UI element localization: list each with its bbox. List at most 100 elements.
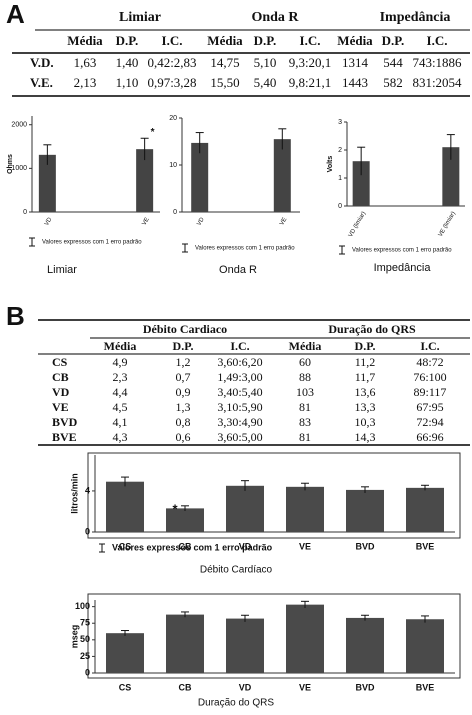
panel-label: B [6,301,25,331]
table-cell: 10,3 [355,415,376,429]
table-column-header: D.P. [355,339,376,353]
table-cell: 5,10 [254,55,277,70]
table-column-header: Média [104,339,137,353]
table-cell: 81 [299,400,311,414]
table-column-header: D.P. [173,339,194,353]
x-tick-label: VD [239,682,252,692]
table-row-label: BVD [52,415,78,429]
table-column-header: I.C. [230,339,249,353]
bar [226,485,264,532]
table-group-header: Onda R [251,10,299,25]
table-column-header: D.P. [116,33,139,48]
y-tick-label: 75 [80,618,90,628]
table-cell: 3,60:6,20 [217,355,262,369]
bar [286,486,324,532]
table-row-label: CS [52,355,68,369]
table-cell: 83 [299,415,311,429]
y-tick-label: 0 [85,667,90,677]
table-column-header: Média [67,33,103,48]
table-cell: 76:100 [413,370,446,384]
x-tick-label: VD [196,216,206,227]
y-tick-label: 0 [85,526,90,536]
y-tick-label: 4 [85,485,90,495]
table-cell: 1443 [342,75,368,90]
table-cell: 14,3 [355,430,376,444]
chart-caption: Débito Cardíaco [200,565,273,576]
table-cell: 3,60:5,00 [217,430,262,444]
table-cell: 1,10 [116,75,139,90]
table-group-header: Limiar [119,10,161,25]
bar [191,142,209,212]
chart-caption: Impedância [374,262,432,274]
bar [442,147,460,206]
x-tick-label: BVD [355,682,375,692]
y-axis-label: litros/min [69,473,79,514]
y-tick-label: 3 [338,119,342,126]
table-cell: 831:2054 [412,75,462,90]
x-tick-label: VE [299,682,311,692]
bar [106,481,144,532]
y-tick-label: 1 [338,175,342,182]
table-cell: 0,42:2,83 [147,55,196,70]
table-cell: 14,75 [210,55,239,70]
table-row-label: V.D. [30,55,54,70]
table-cell: 1314 [342,55,369,70]
bar [346,617,384,673]
y-tick-label: 100 [75,601,90,611]
x-tick-label: BVD [355,541,375,551]
table-cell: 5,40 [254,75,277,90]
table-cell: 1,3 [176,400,191,414]
table-cell: 4,1 [113,415,128,429]
y-tick-label: 50 [80,634,90,644]
bar [38,154,56,212]
table-column-header: D.P. [254,33,277,48]
table-cell: 1,2 [176,355,191,369]
table-cell: 3,10:5,90 [217,400,262,414]
table-cell: 1,40 [116,55,139,70]
legend-text: Valores expressos com 1 erro padrão [352,248,452,254]
table-row-label: CB [52,370,69,384]
table-cell: 72:94 [416,415,443,429]
table-column-header: I.C. [300,33,321,48]
chart-caption: Onda R [219,264,257,276]
table-cell: 66:96 [416,430,443,444]
table-cell: 67:95 [416,400,443,414]
table-row-label: BVE [52,430,77,444]
table-group-header: Duração do QRS [328,322,416,336]
table-column-header: I.C. [427,33,448,48]
chart-caption: Limiar [47,264,77,276]
table-cell: 1,63 [74,55,97,70]
y-tick-label: 0 [23,209,27,216]
bar [273,139,291,212]
table-cell: 2,3 [113,370,128,384]
legend-text: Valores expressos com 1 erro padrão [195,246,295,252]
table-cell: 9,3:20,1 [289,55,332,70]
y-axis-label: Ohms [7,154,14,174]
legend-icon [339,245,345,255]
y-tick-label: 20 [169,115,177,122]
table-cell: 15,50 [210,75,239,90]
table-cell: 60 [299,355,311,369]
legend-text: Valores expressos com 1 erro padrão [42,240,142,246]
x-tick-label: CB [179,682,192,692]
table-cell: 0,7 [176,370,191,384]
bar [286,604,324,673]
table-cell: 582 [383,75,403,90]
table-group-header: Impedância [380,10,451,25]
panel-label: A [6,0,25,29]
table-row-label: VD [52,385,70,399]
table-cell: 48:72 [416,355,443,369]
table-column-header: Média [207,33,243,48]
table-cell: 743:1886 [412,55,462,70]
table-row-label: V.E. [30,75,53,90]
table-cell: 13,3 [355,400,376,414]
y-tick-label: 25 [80,651,90,661]
table-column-header: Média [289,339,322,353]
table-column-header: I.C. [162,33,183,48]
table-cell: 103 [296,385,314,399]
bar [352,161,370,206]
bar [106,633,144,673]
x-tick-label: VE [299,541,311,551]
